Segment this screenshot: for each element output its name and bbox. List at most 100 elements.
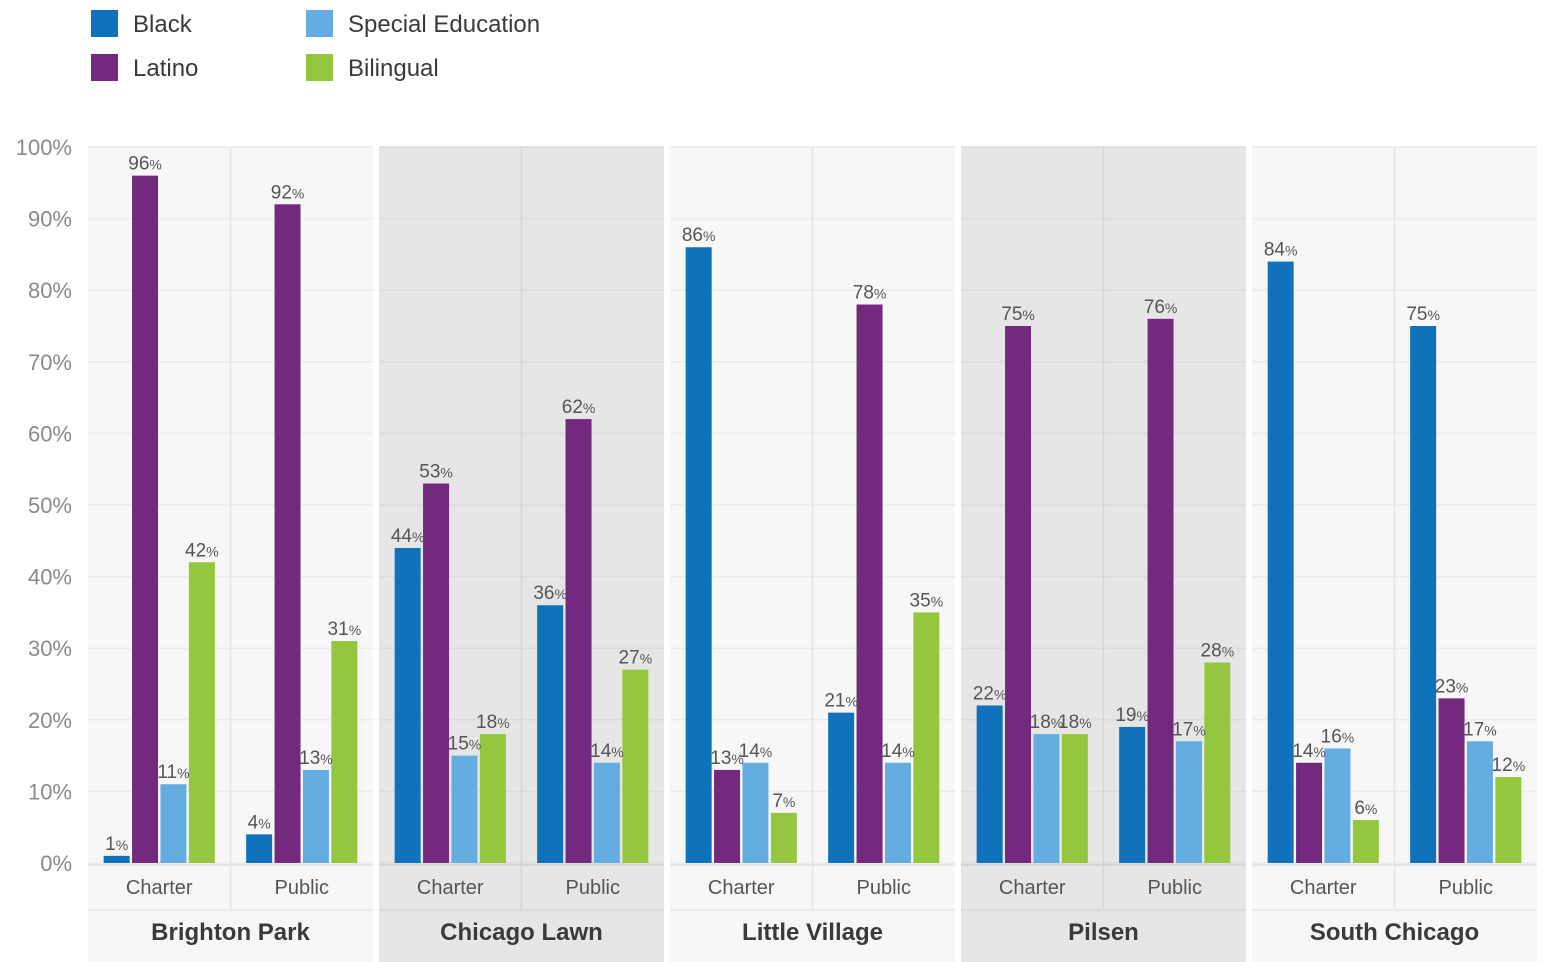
y-tick-label: 0% <box>40 851 72 876</box>
bar-chicago-lawn-charter-special-education <box>451 755 478 863</box>
bar-south-chicago-public-latino <box>1438 698 1465 863</box>
data-label: 92% <box>271 182 305 203</box>
data-label: 18% <box>1030 712 1064 733</box>
data-label: 75% <box>1406 304 1440 325</box>
y-tick-label: 40% <box>28 565 72 590</box>
bar-little-village-public-black <box>828 712 855 863</box>
group-label-little-village: Little Village <box>742 919 883 946</box>
data-label: 75% <box>1001 304 1035 325</box>
bar-brighton-park-public-latino <box>274 204 301 863</box>
data-label: 53% <box>419 462 453 483</box>
bar-pilsen-charter-bilingual <box>1061 734 1088 863</box>
data-label: 86% <box>682 225 716 246</box>
group-label-pilsen: Pilsen <box>1068 919 1139 946</box>
data-label: 6% <box>1354 798 1377 819</box>
data-label: 12% <box>1492 755 1526 776</box>
subgroup-label-public: Public <box>1439 877 1493 899</box>
bar-chicago-lawn-public-latino <box>565 419 592 863</box>
legend-item-bilingual: Bilingual <box>306 54 439 82</box>
y-tick-label: 30% <box>28 636 72 661</box>
data-label: 23% <box>1435 676 1469 697</box>
data-label: 62% <box>562 397 596 418</box>
legend-swatch-black <box>91 10 118 37</box>
bar-brighton-park-public-black <box>246 834 273 863</box>
legend-swatch-latino <box>91 54 118 81</box>
bar-south-chicago-public-special-education <box>1466 741 1493 863</box>
data-label: 13% <box>710 748 744 769</box>
bar-chicago-lawn-public-bilingual <box>622 669 649 863</box>
bar-pilsen-public-special-education <box>1175 741 1202 863</box>
subgroup-label-charter: Charter <box>1290 877 1357 899</box>
data-label: 28% <box>1201 641 1235 662</box>
bar-little-village-public-latino <box>856 304 883 863</box>
data-label: 18% <box>476 712 510 733</box>
data-label: 76% <box>1144 297 1178 318</box>
bar-brighton-park-charter-bilingual <box>188 562 215 863</box>
bar-pilsen-public-latino <box>1147 318 1174 864</box>
data-label: 35% <box>910 590 944 611</box>
bar-chicago-lawn-charter-bilingual <box>479 734 506 863</box>
data-label: 19% <box>1115 705 1149 726</box>
bars <box>103 175 1522 864</box>
data-label: 78% <box>853 283 887 304</box>
bar-little-village-charter-special-education <box>742 762 769 863</box>
bar-chicago-lawn-public-black <box>537 605 564 863</box>
subgroup-label-charter: Charter <box>417 877 484 899</box>
y-axis: 0% 10% 20% 30% 40% 50% 60% 70% 80% 90% 100% <box>16 135 72 876</box>
data-label: 17% <box>1172 719 1206 740</box>
subgroup-label-charter: Charter <box>708 877 775 899</box>
y-tick-label: 90% <box>28 207 72 232</box>
bar-brighton-park-charter-black <box>103 855 130 863</box>
labels: Brighton Park Charter 1% 96% 11% 42% Public 4% 9… <box>105 154 1525 946</box>
legend-item-latino: Latino <box>91 54 198 82</box>
bar-little-village-charter-bilingual <box>770 812 797 863</box>
group-label-brighton-park: Brighton Park <box>151 919 310 946</box>
data-label: 7% <box>772 791 795 812</box>
bar-chicago-lawn-charter-black <box>394 547 421 863</box>
bar-south-chicago-charter-bilingual <box>1352 820 1379 863</box>
data-label: 36% <box>533 583 567 604</box>
subgroup-label-public: Public <box>275 877 329 899</box>
bar-little-village-public-special-education <box>884 762 911 863</box>
subgroup-label-charter: Charter <box>126 877 193 899</box>
data-label: 21% <box>824 691 858 712</box>
bar-brighton-park-public-bilingual <box>331 641 358 863</box>
legend-item-black: Black <box>91 10 193 38</box>
bar-pilsen-public-black <box>1119 726 1146 863</box>
bar-south-chicago-charter-latino <box>1296 762 1323 863</box>
group-label-chicago-lawn: Chicago Lawn <box>440 919 603 946</box>
legend-swatch-bilingual <box>306 54 333 81</box>
y-tick-label: 60% <box>28 421 72 446</box>
data-label: 27% <box>619 648 653 669</box>
bar-south-chicago-public-black <box>1410 326 1437 863</box>
data-label: 16% <box>1321 726 1355 747</box>
bar-chicago-lawn-public-special-education <box>593 762 620 863</box>
data-label: 14% <box>1292 741 1326 762</box>
bar-pilsen-public-bilingual <box>1204 662 1231 863</box>
data-label: 11% <box>157 762 189 783</box>
legend-label-special-education: Special Education <box>348 11 540 38</box>
data-label: 14% <box>739 741 773 762</box>
bar-south-chicago-public-bilingual <box>1495 777 1522 863</box>
data-label: 18% <box>1058 712 1092 733</box>
data-label: 31% <box>328 619 362 640</box>
data-label: 14% <box>881 741 915 762</box>
bar-south-chicago-charter-black <box>1267 261 1294 863</box>
legend-label-latino: Latino <box>133 55 198 82</box>
bar-pilsen-charter-latino <box>1005 326 1032 863</box>
subgroup-label-public: Public <box>857 877 911 899</box>
data-label: 84% <box>1264 240 1298 261</box>
subgroup-label-public: Public <box>1148 877 1202 899</box>
subgroup-label-charter: Charter <box>999 877 1066 899</box>
data-label: 96% <box>128 154 162 175</box>
legend-label-black: Black <box>133 11 193 38</box>
legend-item-special-education: Special Education <box>306 10 540 38</box>
bar-brighton-park-charter-latino <box>132 175 159 863</box>
legend-label-bilingual: Bilingual <box>348 55 439 82</box>
data-label: 13% <box>299 748 333 769</box>
bar-chicago-lawn-charter-latino <box>423 483 450 863</box>
subgroup-label-public: Public <box>566 877 620 899</box>
group-label-south-chicago: South Chicago <box>1310 919 1479 946</box>
y-tick-label: 100% <box>16 135 72 160</box>
